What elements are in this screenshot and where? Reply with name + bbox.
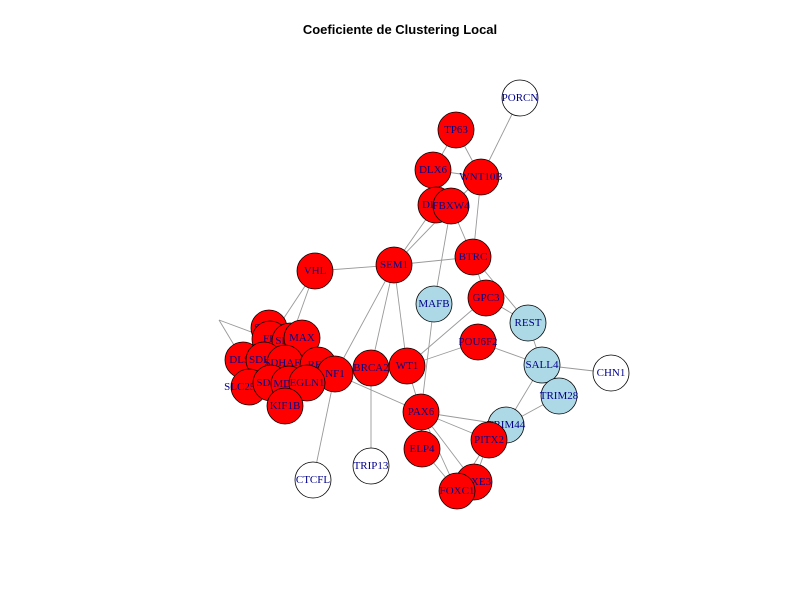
node-circle	[432, 187, 470, 225]
node-egln1: EGLN1	[288, 364, 326, 402]
node-label: REST	[515, 317, 542, 329]
node-label: NF1	[325, 368, 345, 380]
node-nf1: NF1	[316, 355, 354, 393]
node-circle	[296, 252, 334, 290]
node-label: WT1	[396, 360, 419, 372]
node-ctcfl: CTCFL	[294, 461, 332, 499]
node-label: BRCA2	[353, 362, 388, 374]
node-label: SALL4	[526, 359, 560, 371]
node-circle	[415, 285, 453, 323]
node-circle	[454, 238, 492, 276]
node-btrc: BTRC	[454, 238, 492, 276]
node-label: DLX6	[419, 164, 448, 176]
node-porcn: PORCN	[501, 79, 539, 117]
node-circle	[523, 346, 561, 384]
node-circle	[540, 377, 578, 415]
node-circle	[288, 364, 326, 402]
node-label: FOXC1	[440, 485, 475, 497]
edge-sem1-nf1	[334, 264, 395, 375]
node-label: POU6F2	[458, 336, 497, 348]
node-label: MAFB	[418, 298, 449, 310]
node-circle	[266, 387, 304, 425]
node-label: VHL	[304, 265, 327, 277]
node-label: TP63	[444, 124, 468, 136]
node-label: SEM1	[380, 259, 408, 271]
node-circle	[459, 323, 497, 361]
node-pitx2: PITX2	[470, 421, 508, 459]
node-label: TRIP13	[354, 460, 389, 472]
nodes-layer: PORCNTP63DLX6WNT10BDLX5FBXW4SEM1BTRCVHLM…	[224, 79, 630, 510]
node-kif1b: KIF1B	[266, 387, 304, 425]
node-circle	[403, 430, 441, 468]
node-label: BTRC	[459, 251, 488, 263]
page-title: Coeficiente de Clustering Local	[302, 22, 498, 37]
node-circle	[509, 304, 547, 342]
node-circle	[467, 279, 505, 317]
node-label: GPC3	[473, 292, 500, 304]
node-circle	[462, 158, 500, 196]
node-circle	[388, 347, 426, 385]
node-label: CTCFL	[296, 474, 331, 486]
node-label: TRIM28	[540, 390, 579, 402]
node-gpc3: GPC3	[467, 279, 505, 317]
node-pax6: PAX6	[402, 393, 440, 431]
node-label: CHN1	[597, 367, 626, 379]
node-circle	[438, 472, 476, 510]
node-label: WNT10B	[459, 171, 502, 183]
node-label: PORCN	[502, 92, 539, 104]
node-trip13: TRIP13	[352, 447, 390, 485]
node-wt1: WT1	[388, 347, 426, 385]
node-label: MAX	[289, 332, 315, 344]
node-sem1: SEM1	[375, 246, 413, 284]
node-sall4: SALL4	[523, 346, 561, 384]
node-elp4: ELP4	[403, 430, 441, 468]
node-wnt10b: WNT10B	[459, 158, 503, 196]
node-circle	[294, 461, 332, 499]
node-label: KIF1B	[270, 400, 301, 412]
node-label: FBXW4	[432, 200, 470, 212]
node-label: ELP4	[409, 443, 435, 455]
node-pou6f2: POU6F2	[458, 323, 498, 361]
node-vhl: VHL	[296, 252, 334, 290]
node-mafb: MAFB	[415, 285, 453, 323]
node-brca2: BRCA2	[352, 349, 390, 387]
node-circle	[592, 354, 630, 392]
node-chn1: CHN1	[592, 354, 630, 392]
node-label: PITX2	[474, 434, 504, 446]
node-circle	[352, 447, 390, 485]
node-trim28: TRIM28	[540, 377, 579, 415]
node-circle	[375, 246, 413, 284]
node-circle	[437, 111, 475, 149]
node-dlx6: DLX6	[414, 151, 452, 189]
node-label: PAX6	[408, 406, 435, 418]
node-label: EGLN1	[290, 377, 325, 389]
node-circle	[470, 421, 508, 459]
node-fbxw4: FBXW4	[432, 187, 470, 225]
node-circle	[402, 393, 440, 431]
node-tp63: TP63	[437, 111, 475, 149]
node-circle	[501, 79, 539, 117]
node-foxc1: FOXC1	[438, 472, 476, 510]
node-rest: REST	[509, 304, 547, 342]
